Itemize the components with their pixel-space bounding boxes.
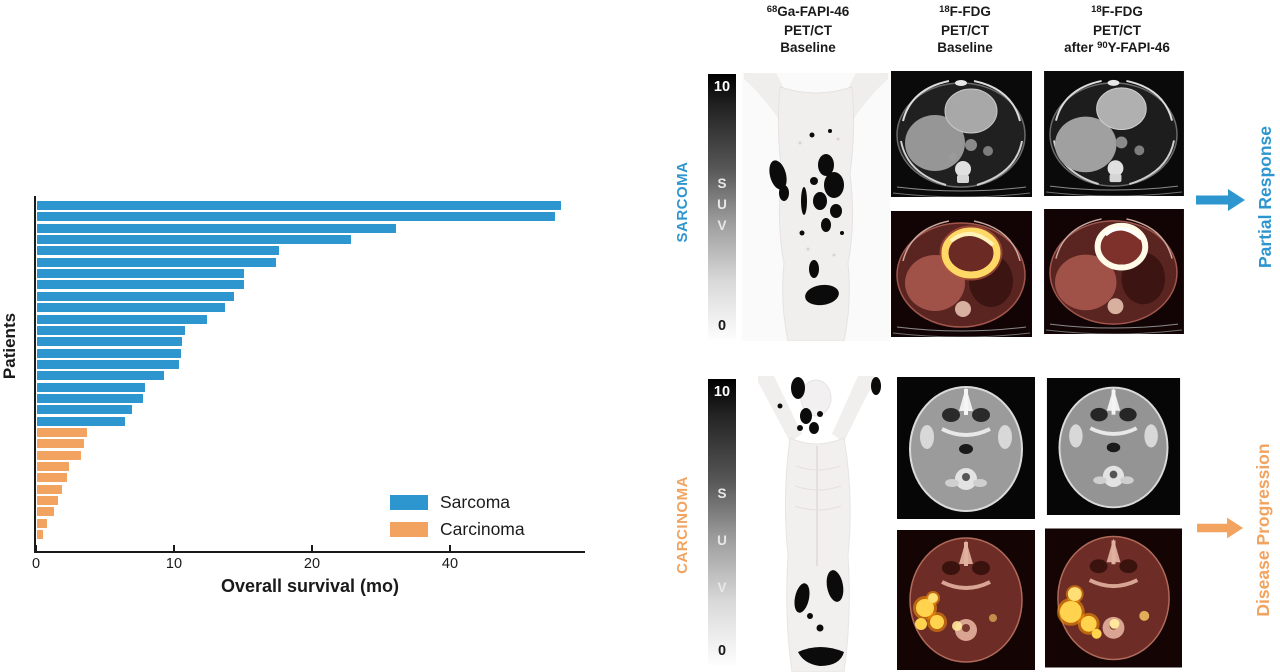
carcinoma-patient-bar bbox=[37, 484, 62, 494]
sarcoma-patient-bar bbox=[37, 269, 244, 279]
x-tick-mark bbox=[35, 545, 37, 552]
row-label-carcinoma: CARCINOMA bbox=[674, 476, 691, 574]
legend-swatch bbox=[390, 494, 428, 510]
isotope-superscript: 18 bbox=[1091, 3, 1102, 15]
row-label-sarcoma: SARCOMA bbox=[674, 161, 691, 243]
carcinoma-patient-bar bbox=[37, 439, 84, 449]
legend-label: Carcinoma bbox=[440, 518, 525, 539]
carcinoma-patient-bar bbox=[37, 428, 87, 437]
outcome-label-disease-progression: Disease Progression bbox=[1253, 443, 1273, 617]
legend-swatch bbox=[390, 521, 428, 537]
sarcoma-fused-pet-ct-baseline-image bbox=[891, 211, 1032, 337]
x-axis-line bbox=[34, 551, 585, 553]
sarcoma-patient-bar bbox=[37, 393, 144, 403]
suv-max-label: 10 bbox=[713, 384, 731, 400]
suv-max-label: 10 bbox=[713, 79, 731, 95]
carcinoma-patient-bar bbox=[37, 507, 54, 517]
y-axis-label: Patients bbox=[0, 312, 19, 380]
isotope-superscript: 18 bbox=[939, 3, 950, 15]
legend-item-carcinoma: Carcinoma bbox=[390, 517, 590, 541]
sarcoma-patient-bar bbox=[37, 416, 126, 426]
sarcoma-patient-bar bbox=[37, 235, 351, 245]
suv-label: S U V bbox=[717, 176, 727, 233]
x-tick-label: 20 bbox=[303, 556, 321, 572]
carcinoma-fused-pet-ct-after-image bbox=[1045, 528, 1182, 668]
x-tick-mark bbox=[449, 545, 451, 552]
sarcoma-fused-pet-ct-after-image bbox=[1044, 209, 1184, 334]
carcinoma-fused-pet-ct-baseline-image bbox=[897, 530, 1035, 670]
legend-label: Sarcoma bbox=[440, 491, 511, 512]
x-tick-label: 0 bbox=[31, 556, 41, 572]
sarcoma-patient-bar bbox=[37, 314, 207, 324]
carcinoma-patient-bar bbox=[37, 462, 69, 472]
sarcoma-patient-bar bbox=[37, 371, 164, 381]
sarcoma-patient-bar bbox=[37, 325, 185, 335]
chart-legend: Sarcoma Carcinoma bbox=[390, 490, 590, 544]
x-axis-label: Overall survival (mo) bbox=[220, 576, 400, 596]
sarcoma-patient-bar bbox=[37, 348, 181, 358]
sarcoma-patient-bar bbox=[37, 303, 225, 313]
column-header-fdg-after-therapy: 18F-FDG PET/CT after 90Y-FAPI-46 bbox=[1064, 3, 1170, 56]
x-tick-mark bbox=[173, 545, 175, 552]
sarcoma-patient-bar bbox=[37, 359, 180, 369]
carcinoma-fdg-ct-baseline-image bbox=[897, 377, 1035, 519]
x-tick-label: 10 bbox=[165, 556, 183, 572]
suv-min-label: 0 bbox=[717, 643, 727, 659]
suv-min-label: 0 bbox=[717, 318, 727, 334]
suv-scale-sarcoma: 10 S U V 0 bbox=[708, 74, 736, 340]
sarcoma-patient-bar bbox=[37, 257, 276, 267]
carcinoma-patient-bar bbox=[37, 473, 68, 483]
sarcoma-patient-bar bbox=[37, 291, 235, 301]
carcinoma-fdg-ct-after-image bbox=[1046, 378, 1181, 515]
sarcoma-patient-bar bbox=[37, 212, 555, 222]
sarcoma-fdg-ct-after-image bbox=[1044, 71, 1184, 196]
y-axis-line bbox=[34, 196, 36, 553]
suv-label: S U V bbox=[717, 486, 727, 595]
carcinoma-patient-bar bbox=[37, 530, 43, 540]
column-header-fdg-baseline: 18F-FDG PET/CT Baseline bbox=[937, 3, 993, 56]
carcinoma-patient-bar bbox=[37, 450, 82, 460]
isotope-superscript: 68 bbox=[766, 3, 778, 15]
suv-scale-carcinoma: 10 S U V 0 bbox=[708, 379, 736, 665]
bars-area bbox=[37, 201, 597, 546]
column-header-fapi-baseline: 68Ga-FAPI-46 PET/CT Baseline bbox=[766, 3, 850, 56]
carcinoma-patient-bar bbox=[37, 518, 47, 528]
legend-item-sarcoma: Sarcoma bbox=[390, 490, 590, 514]
partial-response-arrow-icon bbox=[1196, 189, 1245, 211]
sarcoma-fapi-pet-mip-image bbox=[742, 73, 890, 341]
sarcoma-fdg-ct-baseline-image bbox=[891, 71, 1032, 197]
sarcoma-patient-bar bbox=[37, 223, 396, 233]
disease-progression-arrow-icon bbox=[1197, 517, 1244, 539]
x-tick-label: 40 bbox=[441, 556, 459, 572]
carcinoma-fapi-pet-mip-image bbox=[740, 376, 890, 672]
x-tick-mark bbox=[311, 545, 313, 552]
sarcoma-patient-bar bbox=[37, 382, 145, 392]
outcome-label-partial-response: Partial Response bbox=[1255, 126, 1275, 268]
sarcoma-patient-bar bbox=[37, 246, 279, 256]
sarcoma-patient-bar bbox=[37, 201, 562, 210]
sarcoma-patient-bar bbox=[37, 337, 182, 347]
sarcoma-patient-bar bbox=[37, 280, 244, 290]
carcinoma-patient-bar bbox=[37, 496, 58, 506]
sarcoma-patient-bar bbox=[37, 405, 133, 415]
